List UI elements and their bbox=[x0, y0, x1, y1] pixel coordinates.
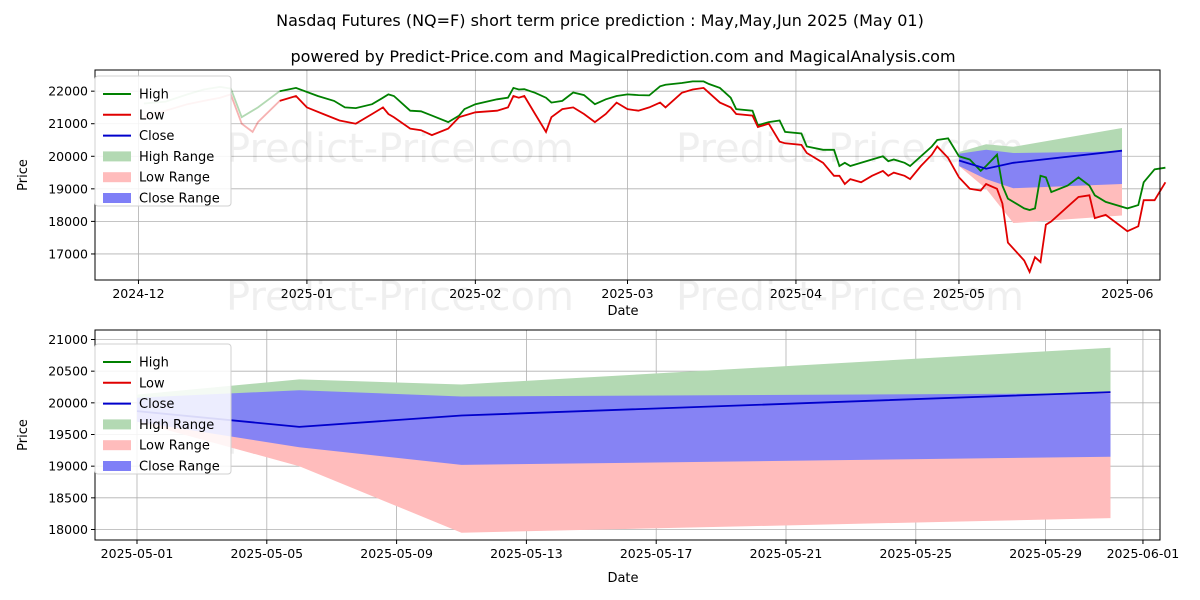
chart-subtitle: powered by Predict-Price.com and Magical… bbox=[290, 47, 955, 66]
bottom-y-tick-label: 20000 bbox=[48, 395, 88, 410]
watermark: Predict-Price.com bbox=[676, 274, 1024, 320]
bottom-y-tick-label: 21000 bbox=[48, 332, 88, 347]
legend-label: High Range bbox=[139, 418, 214, 433]
top-x-tick-label: 2025-02 bbox=[449, 286, 501, 301]
bottom-y-tick-label: 18500 bbox=[48, 490, 88, 505]
top-x-tick-label: 2025-06 bbox=[1101, 286, 1153, 301]
top-x-tick-label: 2025-04 bbox=[770, 286, 822, 301]
legend-label: Low Range bbox=[139, 171, 210, 186]
watermark: Predict-Price.com bbox=[226, 274, 574, 320]
bottom-x-ticks: 2025-05-01 2025-05-05 2025-05-09 2025-05-13… bbox=[101, 540, 1180, 561]
legend-swatch bbox=[103, 151, 131, 162]
bottom-y-tick-label: 18000 bbox=[48, 522, 88, 537]
bottom-x-tick-label: 2025-05-17 bbox=[620, 546, 693, 561]
top-x-tick-label: 2025-03 bbox=[601, 286, 653, 301]
bottom-x-tick-label: 2025-05-01 bbox=[101, 546, 174, 561]
top-y-tick-label: 21000 bbox=[48, 116, 88, 131]
legend-swatch bbox=[103, 461, 131, 471]
bottom-ranges bbox=[137, 347, 1111, 533]
top-close-line bbox=[958, 149, 1123, 170]
bottom-close-range-band bbox=[137, 390, 1111, 465]
legend-swatch bbox=[103, 440, 131, 451]
legend-label: Close Range bbox=[139, 460, 220, 475]
watermark: Predict-Price.com bbox=[226, 126, 574, 172]
top-y-tick-label: 22000 bbox=[48, 84, 88, 99]
top-x-ticks: 2024-12 2025-01 2025-02 2025-03 2025-04 2025-… bbox=[112, 280, 1154, 301]
legend-label: Low Range bbox=[139, 439, 210, 454]
legend-label: High Range bbox=[139, 150, 214, 165]
legend-label: High bbox=[139, 88, 169, 103]
legend-swatch bbox=[103, 419, 131, 430]
bottom-x-tick-label: 2025-06-01 bbox=[1107, 546, 1180, 561]
legend-label: Low bbox=[139, 376, 165, 391]
top-legend: High Low Close High Range Low Range Close Ran… bbox=[94, 75, 232, 207]
bottom-x-tick-label: 2025-05-25 bbox=[879, 546, 952, 561]
legend-label: Close Range bbox=[139, 192, 220, 207]
legend-label: Close bbox=[139, 397, 174, 412]
top-x-tick-label: 2024-12 bbox=[112, 286, 164, 301]
top-low-line bbox=[279, 86, 1167, 275]
bottom-y-ticks: 18000 18500 19000 19500 20000 20500 21000 bbox=[48, 332, 95, 537]
bottom-x-tick-label: 2025-05-21 bbox=[750, 546, 823, 561]
top-high-line bbox=[279, 80, 1166, 211]
bottom-x-tick-label: 2025-05-29 bbox=[1009, 546, 1082, 561]
legend-swatch bbox=[103, 172, 131, 183]
top-x-tick-label: 2025-05 bbox=[933, 286, 985, 301]
top-chart: Predict-Price.com Predict-Price.com Predic… bbox=[16, 69, 1167, 320]
top-y-axis-label: Price bbox=[16, 159, 31, 191]
top-y-tick-label: 18000 bbox=[48, 214, 88, 229]
legend-label: Low bbox=[139, 108, 165, 123]
bottom-x-axis-label: Date bbox=[607, 571, 638, 586]
bottom-y-tick-label: 20500 bbox=[48, 364, 88, 379]
top-y-tick-label: 19000 bbox=[48, 181, 88, 196]
top-y-tick-label: 17000 bbox=[48, 246, 88, 261]
bottom-x-tick-label: 2025-05-13 bbox=[490, 546, 563, 561]
bottom-y-tick-label: 19000 bbox=[48, 459, 88, 474]
legend-swatch bbox=[103, 193, 131, 203]
top-watermarks: Predict-Price.com Predict-Price.com Predic… bbox=[226, 126, 1024, 320]
legend-label: Close bbox=[139, 129, 174, 144]
chart-title: Nasdaq Futures (NQ=F) short term price p… bbox=[276, 11, 924, 30]
top-x-tick-label: 2025-01 bbox=[281, 286, 333, 301]
top-y-tick-label: 20000 bbox=[48, 149, 88, 164]
bottom-y-tick-label: 19500 bbox=[48, 427, 88, 442]
bottom-x-tick-label: 2025-05-09 bbox=[360, 546, 433, 561]
bottom-x-tick-label: 2025-05-05 bbox=[230, 546, 303, 561]
bottom-y-axis-label: Price bbox=[16, 419, 31, 451]
top-x-axis-label: Date bbox=[607, 304, 638, 319]
top-y-ticks: 17000 18000 19000 20000 21000 22000 bbox=[48, 84, 95, 261]
legend-label: High bbox=[139, 356, 169, 371]
bottom-legend: High Low Close High Range Low Range Close Ran… bbox=[94, 343, 232, 475]
